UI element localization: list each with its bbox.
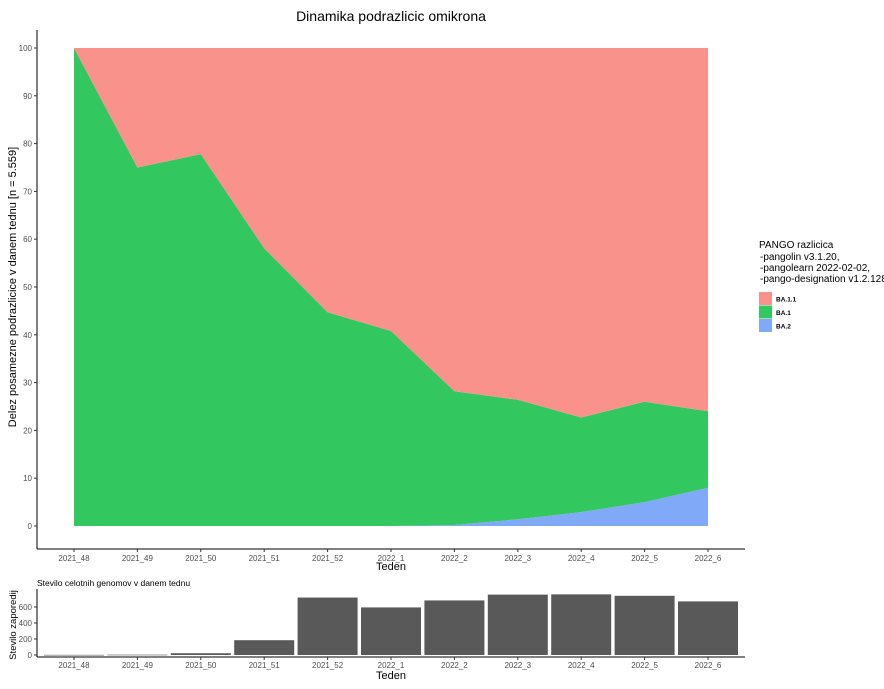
bar-2022_3 (487, 594, 548, 655)
bar-layers (44, 594, 738, 656)
bar-2021_52 (297, 597, 358, 655)
bar-x-tick-label: 2021_50 (185, 661, 217, 670)
area-series-BA-1-1 (74, 48, 708, 418)
bar-x-tick-label: 2022_5 (631, 661, 658, 670)
bar-y-tick-label: 400 (19, 619, 33, 628)
legend-label: BA.1.1 (776, 297, 797, 304)
bar-chart-title: Stevilo celotnih genomov v danem tednu (37, 578, 190, 588)
legend-swatch-BA-1-1 (759, 292, 772, 305)
bar-y-tick-label: 200 (19, 635, 33, 644)
bar-2021_51 (234, 640, 295, 655)
top-axes: 0 10 20 30 40 50 60 70 80 90 100 2021_48 2021_49 2021… (19, 30, 745, 563)
y-tick-label: 90 (23, 92, 32, 101)
y-tick-label: 20 (23, 426, 32, 435)
bar-2022_1 (361, 607, 421, 655)
x-tick-label: 2021_49 (122, 554, 154, 563)
legend-subtitle-line: -pangolin v3.1.20, (760, 252, 840, 263)
bar-x-tick-label: 2021_48 (58, 661, 90, 670)
bar-x-tick-label: 2021_49 (122, 661, 154, 670)
bar-2021_49 (107, 654, 168, 656)
y-tick-label: 60 (23, 235, 32, 244)
legend: PANGO razlicica -pangolin v3.1.20, -pang… (759, 240, 884, 332)
bar-x-tick-label: 2022_1 (378, 661, 405, 670)
bar-x-tick-label: 2021_52 (312, 661, 344, 670)
y-tick-label: 30 (23, 379, 32, 388)
bar-y-axis-label: Stevilo zaporedij (8, 590, 19, 660)
legend-label: BA.2 (776, 324, 791, 331)
bar-2022_4 (551, 594, 612, 655)
bar-2021_48 (44, 654, 104, 656)
area-series-BA-2 (74, 487, 708, 526)
x-axis-label: Teden (376, 561, 406, 573)
legend-title: PANGO razlicica (759, 240, 834, 251)
chart-title: Dinamika podrazlicic omikrona (296, 8, 486, 24)
x-tick-label: 2021_50 (185, 554, 217, 563)
legend-swatch-BA-1 (759, 305, 772, 319)
x-tick-label: 2021_51 (249, 554, 281, 563)
bar-y-tick-label: 0 (28, 651, 33, 660)
y-axis-label: Delez posamezne podrazlicice v danem ted… (7, 147, 19, 427)
legend-label: BA.1 (776, 310, 791, 317)
bar-x-tick-label: 2022_3 (504, 661, 531, 670)
bar-2022_5 (614, 595, 675, 655)
bar-2022_6 (678, 601, 738, 655)
x-tick-label: 2022_4 (568, 554, 595, 563)
x-tick-label: 2021_48 (58, 554, 90, 563)
bottom-axes: 0 200 400 600 2021_48 2021_49 2021_50 2021_51 20… (19, 589, 745, 670)
x-tick-label: 2022_6 (695, 554, 722, 563)
bar-x-axis-label: Teden (376, 670, 406, 682)
bar-x-tick-label: 2021_51 (249, 661, 281, 670)
legend-keys: BA.1.1 BA.1 BA.2 (759, 292, 797, 332)
bar-y-tick-label: 600 (19, 603, 33, 612)
x-tick-label: 2021_52 (312, 554, 344, 563)
y-tick-label: 80 (23, 140, 32, 149)
y-tick-label: 50 (23, 283, 32, 292)
x-tick-label: 2022_5 (631, 554, 658, 563)
y-tick-label: 10 (23, 474, 32, 483)
legend-swatch-BA-2 (759, 319, 772, 332)
area-series-BA-1 (74, 48, 708, 526)
x-tick-label: 2022_3 (504, 554, 531, 563)
legend-subtitle-line: -pangolearn 2022-02-02, (760, 263, 870, 274)
y-tick-label: 70 (23, 187, 32, 196)
legend-subtitle-line: -pango-designation v1.2.128 (760, 274, 884, 285)
bar-x-tick-label: 2022_2 (441, 661, 468, 670)
y-tick-label: 0 (28, 522, 33, 531)
bar-2021_50 (170, 653, 231, 655)
x-tick-label: 2022_1 (378, 554, 405, 563)
y-tick-label: 40 (23, 331, 32, 340)
bar-2022_2 (424, 600, 485, 655)
y-tick-label: 100 (19, 44, 33, 53)
x-tick-label: 2022_2 (441, 554, 468, 563)
bar-x-tick-label: 2022_4 (568, 661, 595, 670)
bar-x-tick-label: 2022_6 (695, 661, 722, 670)
area-layers (74, 48, 708, 526)
